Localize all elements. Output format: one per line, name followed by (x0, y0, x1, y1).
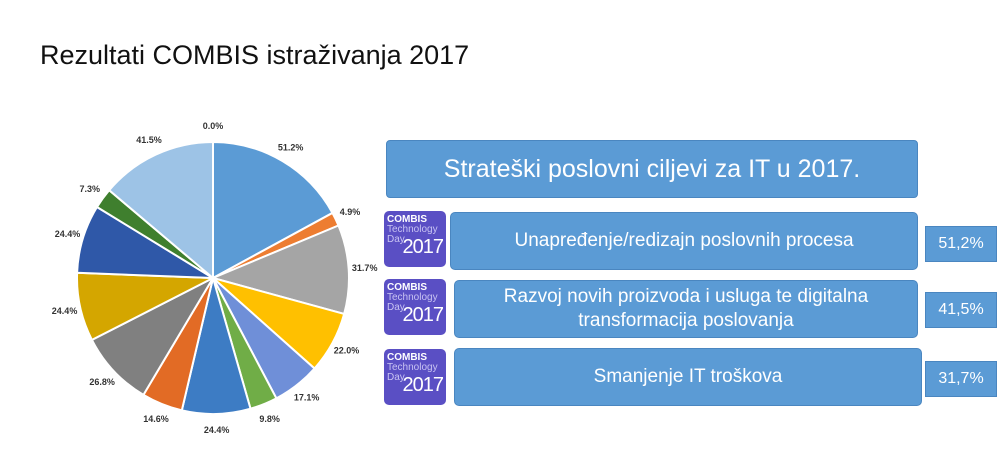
logo-text-day: Day (387, 372, 405, 383)
pie-slice-label: 22.0% (334, 346, 360, 356)
pie-slice-label: 31.7% (352, 263, 378, 273)
goals-heading: Strateški poslovni ciljevi za IT u 2017. (386, 140, 918, 198)
goal-item: Unapređenje/redizajn poslovnih procesa (450, 212, 918, 270)
goal-label: Unapređenje/redizajn poslovnih procesa (514, 230, 854, 252)
pie-slice-label: 51.2% (278, 142, 304, 152)
pie-slice-label: 14.6% (143, 414, 169, 424)
goal-percent: 41,5% (925, 292, 997, 328)
goal-item: Razvoj novih proizvoda i usluga te digit… (454, 280, 918, 338)
combis-logo: COMBIS Technology Day 2017 (384, 279, 446, 335)
logo-text-technology: Technology (387, 362, 438, 373)
goal-item: Smanjenje IT troškova (454, 348, 922, 406)
pie-slice-label: 17.1% (294, 393, 320, 403)
goal-percent: 31,7% (925, 361, 997, 397)
pie-slice-label: 26.8% (89, 377, 115, 387)
pie-chart: 0.0% 51.2% 4.9% 31.7% 22.0% 17.1% 9.8% 24.4% 14.… (52, 121, 378, 435)
goal-label: Smanjenje IT troškova (593, 366, 783, 388)
logo-text-day: Day (387, 302, 405, 313)
logo-text-day: Day (387, 234, 405, 245)
pie-slice-label: 0.0% (203, 121, 224, 131)
pie-slice-label: 24.4% (52, 306, 78, 316)
logo-text-combis: COMBIS (387, 214, 427, 225)
logo-text-combis: COMBIS (387, 282, 427, 293)
logo-text-year: 2017 (402, 374, 445, 396)
goal-label: Razvoj novih proizvoda i usluga te digit… (503, 286, 869, 331)
combis-logo: COMBIS Technology Day 2017 (384, 211, 446, 267)
logo-text-combis: COMBIS (387, 352, 427, 363)
logo-text-technology: Technology (387, 292, 438, 303)
pie-slice-label: 41.5% (136, 135, 162, 145)
pie-slice (212, 140, 334, 280)
goal-percent-value: 31,7% (938, 370, 984, 387)
combis-logo: COMBIS Technology Day 2017 (384, 349, 446, 405)
logo-text-year: 2017 (402, 304, 445, 326)
logo-text-year: 2017 (402, 236, 445, 258)
pie-slice-label: 4.9% (340, 207, 361, 217)
pie-slice-label: 24.4% (204, 425, 230, 435)
pie-slice-label: 24.4% (55, 229, 81, 239)
goal-percent-value: 51,2% (938, 235, 984, 252)
goal-percent: 51,2% (925, 226, 997, 262)
pie-slice (107, 140, 214, 281)
page-title: Rezultati COMBIS istraživanja 2017 (40, 40, 470, 70)
logo-text-technology: Technology (387, 224, 438, 235)
goal-percent-value: 41,5% (938, 301, 984, 318)
pie-slice-label: 9.8% (259, 414, 280, 424)
pie-slice (209, 224, 350, 316)
pie-slice-label: 7.3% (80, 184, 101, 194)
